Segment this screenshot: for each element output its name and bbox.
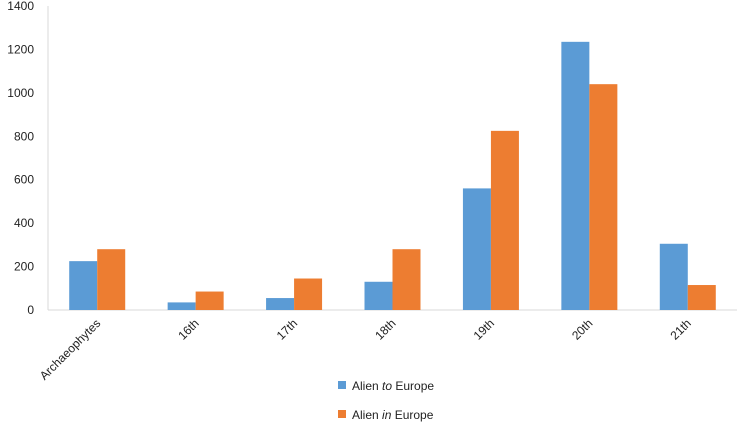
y-tick-label: 1200 — [7, 42, 34, 56]
y-tick-label: 1000 — [7, 86, 34, 100]
y-tick-label: 600 — [14, 173, 34, 187]
bar-alien-in-europe-21th — [687, 285, 716, 310]
bar-alien-in-europe-18th — [392, 249, 421, 310]
bar-alien-to-europe-18th — [364, 281, 393, 310]
bar-alien-to-europe-19th — [462, 188, 491, 310]
legend-label-suffix: Europe — [391, 408, 433, 422]
bar-alien-in-europe-archaeophytes — [97, 249, 126, 310]
legend-label-italic: in — [382, 408, 392, 422]
bar-alien-in-europe-16th — [195, 291, 224, 310]
bar-alien-to-europe-21th — [659, 243, 688, 310]
x-tick-label: Archaeophytes — [37, 316, 104, 383]
bar-alien-to-europe-16th — [167, 302, 196, 310]
bar-alien-in-europe-17th — [294, 278, 323, 310]
legend-label-italic: to — [382, 379, 392, 393]
legend-swatch — [338, 381, 346, 389]
legend-swatch — [338, 410, 346, 418]
legend-label-prefix: Alien — [352, 379, 382, 393]
bar-alien-to-europe-17th — [266, 298, 295, 310]
y-tick-label: 1400 — [7, 0, 34, 13]
x-tick-label: 21th — [667, 316, 693, 342]
y-tick-label: 0 — [27, 303, 34, 317]
bar-alien-to-europe-archaeophytes — [69, 261, 98, 310]
x-tick-label: 16th — [175, 316, 201, 342]
x-tick-label: 17th — [274, 316, 300, 342]
bar-alien-in-europe-20th — [589, 84, 618, 311]
y-tick-labels: 0 200 400 600 800 1000 1200 1400 — [7, 0, 34, 317]
x-tick-label: 18th — [372, 316, 398, 342]
bar-alien-to-europe-20th — [561, 41, 590, 310]
legend-label: Alien to Europe — [352, 379, 434, 393]
x-tick-label: 20th — [569, 316, 595, 342]
bars — [69, 41, 716, 311]
legend-label-suffix: Europe — [392, 379, 434, 393]
y-tick-label: 200 — [14, 260, 34, 274]
x-tick-label: 19th — [471, 316, 497, 342]
bar-alien-in-europe-19th — [490, 130, 519, 310]
y-tick-label: 400 — [14, 216, 34, 230]
y-tick-label: 800 — [14, 129, 34, 143]
legend-label: Alien in Europe — [352, 408, 434, 422]
x-tick-labels: Archaeophytes 16th 17th 18th 19th 20th 21th — [37, 316, 694, 383]
legend-label-prefix: Alien — [352, 408, 382, 422]
